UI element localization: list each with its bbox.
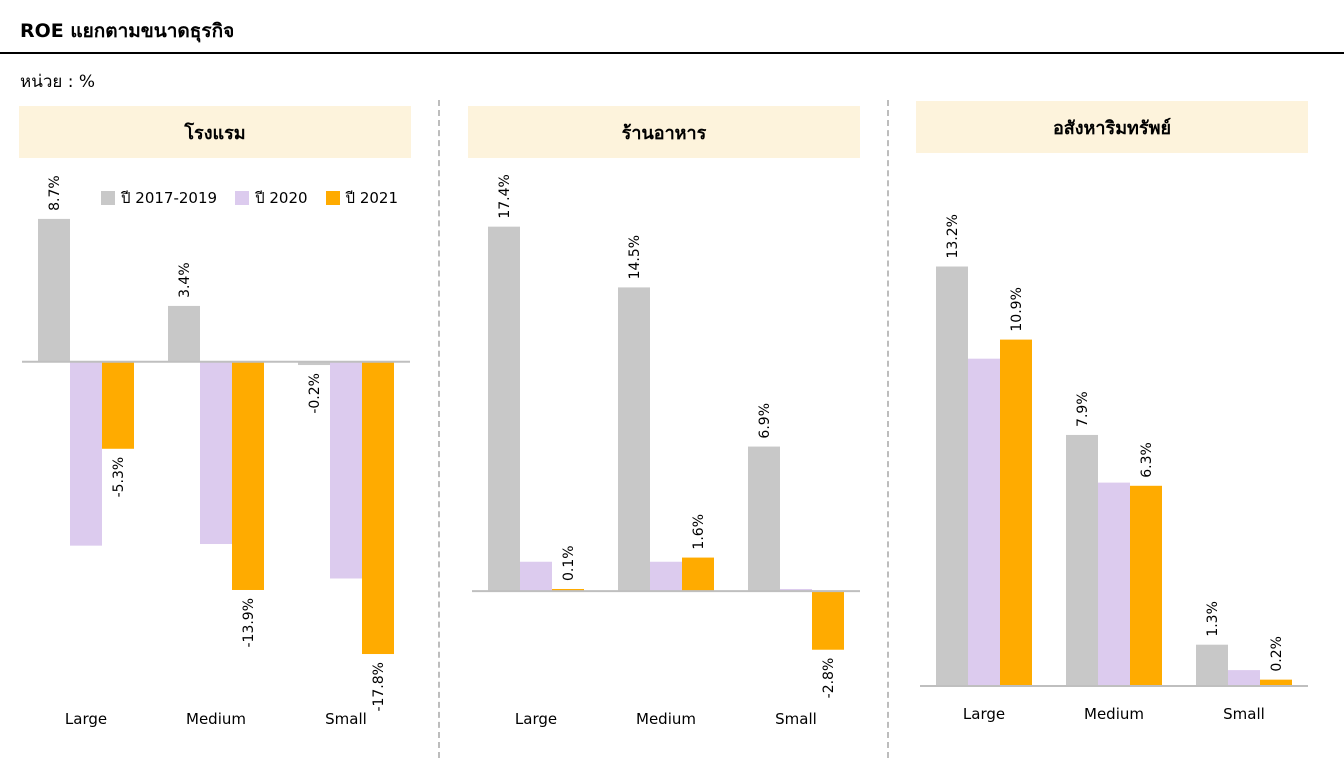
bar-real-estate-large-2021 (1000, 339, 1032, 686)
bar-restaurant-small-2017-2019 (748, 446, 780, 592)
bar-real-estate-medium-2021 (1130, 485, 1162, 686)
data-label-hotel-small-2017-2019: -0.2% (307, 373, 323, 414)
legend-item-2020: ปี 2020 (235, 186, 308, 210)
panel-separator-2 (887, 100, 889, 758)
category-label-restaurant-small: Small (775, 710, 817, 728)
data-label-hotel-large-2017-2019: 8.7% (47, 175, 63, 211)
category-label-hotel-small: Small (325, 710, 367, 728)
bar-hotel-large-2020 (70, 361, 102, 546)
bar-real-estate-small-2021 (1260, 679, 1292, 686)
data-label-restaurant-medium-2017-2019: 14.5% (627, 235, 643, 279)
category-label-hotel-large: Large (65, 710, 107, 728)
bar-hotel-large-2017-2019 (38, 218, 70, 362)
bar-real-estate-medium-2017-2019 (1066, 434, 1098, 686)
legend-label-2017-2019: ปี 2017-2019 (121, 189, 218, 207)
bar-hotel-large-2021 (102, 361, 134, 449)
data-label-real-estate-medium-2017-2019: 7.9% (1075, 391, 1091, 427)
bar-restaurant-large-2021 (552, 588, 584, 592)
bar-restaurant-large-2017-2019 (488, 226, 520, 592)
legend-label-2021: ปี 2021 (345, 189, 398, 207)
legend-label-2020: ปี 2020 (255, 189, 308, 207)
data-label-hotel-large-2021: -5.3% (111, 457, 127, 498)
unit-label: หน่วย : % (20, 72, 96, 92)
bar-real-estate-medium-2020 (1098, 482, 1130, 686)
data-label-real-estate-large-2017-2019: 13.2% (945, 214, 961, 258)
bar-restaurant-large-2020 (520, 561, 552, 592)
category-label-real-estate-medium: Medium (1084, 705, 1144, 723)
panel-title-hotel: โรงแรม (19, 106, 411, 158)
data-label-restaurant-small-2017-2019: 6.9% (757, 403, 773, 439)
bar-real-estate-large-2020 (968, 358, 1000, 686)
category-label-real-estate-small: Small (1223, 705, 1265, 723)
legend-swatch-2020 (235, 191, 250, 205)
bar-hotel-small-2017-2019 (298, 361, 330, 366)
bar-hotel-small-2021 (362, 361, 394, 655)
bar-restaurant-medium-2020 (650, 561, 682, 592)
data-label-restaurant-large-2017-2019: 17.4% (497, 174, 513, 218)
bar-real-estate-large-2017-2019 (936, 266, 968, 686)
legend-item-2021: ปี 2021 (325, 186, 398, 210)
data-label-hotel-small-2021: -17.8% (371, 662, 387, 712)
data-label-hotel-medium-2021: -13.9% (241, 598, 257, 648)
bar-restaurant-small-2021 (812, 591, 844, 650)
legend-swatch-2017-2019 (101, 191, 115, 205)
legend-item-2017-2019: ปี 2017-2019 (101, 186, 217, 210)
bar-hotel-small-2020 (330, 361, 362, 579)
bar-real-estate-small-2017-2019 (1196, 644, 1228, 686)
bar-restaurant-medium-2021 (682, 557, 714, 592)
data-label-real-estate-small-2017-2019: 1.3% (1205, 601, 1221, 637)
bar-hotel-medium-2021 (232, 361, 264, 590)
data-label-real-estate-small-2021: 0.2% (1269, 636, 1285, 672)
data-label-restaurant-medium-2021: 1.6% (691, 514, 707, 550)
page-title: ROE แยกตามขนาดธุรกิจ (20, 20, 235, 42)
data-label-real-estate-large-2021: 10.9% (1009, 287, 1025, 331)
title-underline (0, 52, 1344, 54)
category-label-restaurant-large: Large (515, 710, 557, 728)
bar-restaurant-small-2020 (780, 588, 812, 592)
panel-title-restaurant: ร้านอาหาร (468, 106, 860, 158)
panel-title-real-estate: อสังหาริมทรัพย์ (916, 101, 1308, 153)
legend: ปี 2017-2019 ปี 2020 ปี 2021 (101, 186, 416, 210)
data-label-restaurant-large-2021: 0.1% (561, 545, 577, 581)
bar-restaurant-medium-2017-2019 (618, 287, 650, 592)
category-label-restaurant-medium: Medium (636, 710, 696, 728)
bar-real-estate-small-2020 (1228, 670, 1260, 686)
data-label-restaurant-small-2021: -2.8% (821, 658, 837, 699)
bar-hotel-medium-2017-2019 (168, 305, 200, 362)
bar-hotel-medium-2020 (200, 361, 232, 545)
category-label-real-estate-large: Large (963, 705, 1005, 723)
category-label-hotel-medium: Medium (186, 710, 246, 728)
data-label-real-estate-medium-2021: 6.3% (1139, 442, 1155, 478)
legend-swatch-2021 (325, 191, 340, 205)
panel-separator-1 (438, 100, 440, 758)
data-label-hotel-medium-2017-2019: 3.4% (177, 262, 193, 298)
